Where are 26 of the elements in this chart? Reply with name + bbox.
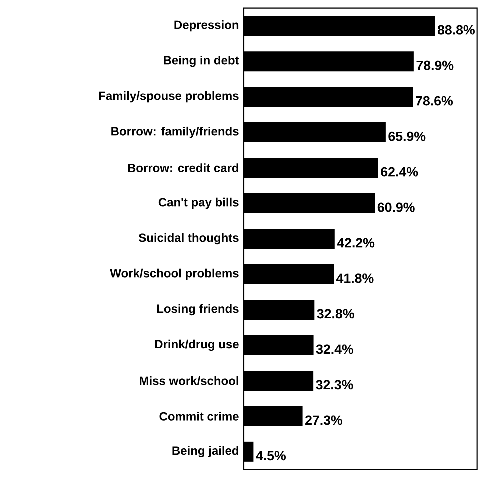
y-tick-label: Family/spouse problems	[99, 91, 239, 103]
data-label: 32.4%	[316, 344, 354, 354]
y-tick-label: Drink/drug use	[155, 340, 239, 352]
y-tick-label: Borrow: family/friends	[112, 126, 239, 138]
data-label: 78.6%	[416, 96, 454, 106]
y-tick-label: Losing friends	[157, 304, 239, 316]
y-tick-label: Suicidal thoughts	[138, 233, 239, 245]
y-tick-label: Depression	[174, 20, 239, 32]
data-label: 27.3%	[306, 416, 343, 426]
data-label: 32.8%	[317, 309, 354, 319]
data-label: 4.5%	[256, 451, 286, 461]
data-label: 41.8%	[336, 274, 374, 284]
y-tick-label: Can't pay bills	[158, 198, 239, 210]
data-label: 78.9%	[416, 60, 454, 70]
y-tick-label: Being jailed	[172, 446, 238, 458]
data-label: 32.3%	[316, 380, 354, 390]
data-label: 65.9%	[388, 132, 426, 142]
data-label: 88.8%	[438, 25, 475, 35]
y-tick-label: Work/school problems	[110, 268, 239, 280]
y-tick-label: Miss work/school	[140, 376, 238, 386]
y-tick-label: Commit crime	[160, 412, 239, 421]
data-label: 42.2%	[337, 238, 375, 248]
data-label: 62.4%	[381, 167, 418, 177]
data-label: 60.9%	[378, 202, 415, 212]
y-tick-label: Borrow: credit card	[128, 164, 238, 172]
y-tick-label: Being in debt	[164, 56, 240, 68]
